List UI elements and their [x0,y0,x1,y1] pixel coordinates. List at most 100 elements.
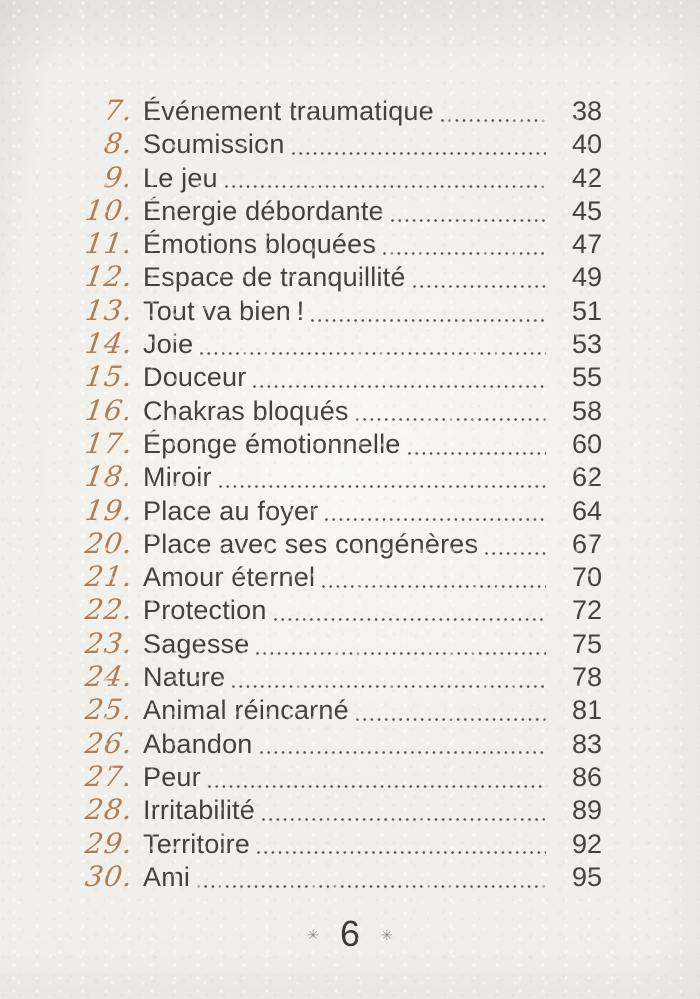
toc-entry-page: 40 [571,129,602,160]
toc-entry-page: 67 [571,528,602,559]
toc-entry: 25. Animal réincarné 81 [83,693,602,727]
toc-entry: 9. Le jeu 42 [85,161,602,194]
toc-entry: 12. Espace de tranquillité 49 [83,260,602,294]
toc-entry-page: 60 [571,428,602,459]
dot-leader [407,451,546,455]
toc-entry-title: Sagesse [143,628,250,659]
toc-entry-page: 42 [571,162,602,193]
dot-leader [253,385,546,389]
dot-leader [256,651,546,655]
toc-entry: 19. Place au foyer 64 [83,493,602,527]
toc-entry-page: 72 [571,595,602,626]
toc-entry-page: 75 [571,628,602,659]
toc-entry: 14. Joie 53 [83,327,602,361]
toc-entry: 30. Ami 95 [83,859,602,893]
toc-entry-title: Énergie débordante [143,195,384,226]
toc-entry: 27. Peur 86 [83,759,602,793]
toc-entry-number: 22. [83,593,136,627]
dot-leader [412,285,546,289]
toc-entry-page: 92 [571,828,602,859]
dot-leader [383,251,546,255]
toc-entry-number: 26. [83,726,136,760]
dot-leader [311,318,546,322]
toc-entry-page: 83 [571,728,602,759]
toc-entry-title: Espace de tranquillité [143,262,406,293]
toc-entry: 15. Douceur 55 [83,360,602,393]
toc-entry-title: Place avec ses congénères [143,528,479,559]
toc-entry-number: 27. [83,759,136,793]
toc-entry: 11. Émotions bloquées 47 [83,227,602,261]
toc-entry-title: Miroir [143,462,212,493]
toc-entry: 23. Sagesse 75 [83,627,602,660]
toc-entry-title: Abandon [143,728,253,759]
dot-leader [218,485,546,489]
toc-entry: 16. Chakras bloqués 58 [83,393,602,427]
toc-entry-title: Éponge émotionnelle [143,428,401,459]
toc-entry-page: 47 [571,229,602,260]
toc-entry-number: 12. [83,260,136,294]
toc-entry-page: 95 [571,861,602,892]
toc-entry: 28. Irritabilité 89 [83,793,602,827]
toc-entry-number: 13. [83,293,136,327]
toc-entry-page: 55 [571,362,602,393]
toc-entry: 8. Soumission 40 [85,127,602,160]
toc-entry-page: 53 [571,329,602,360]
dot-leader [200,351,546,355]
dot-leader [273,618,546,622]
dot-leader [259,751,546,755]
toc-entry-title: Douceur [143,362,247,393]
toc-entry-number: 21. [83,560,136,594]
toc-entry-page: 86 [571,761,602,792]
toc-entry-title: Irritabilité [143,795,255,826]
toc-entry: 10. Énergie débordante 45 [83,193,602,227]
dot-leader [232,684,546,688]
toc-entry-title: Soumission [143,129,285,160]
toc-entry-title: Événement traumatique [143,96,434,126]
toc-entry: 21. Amour éternel 70 [83,560,602,594]
table-of-contents: 7. Événement traumatique 38 8. Soumissio… [83,94,602,893]
toc-entry: 20. Place avec ses congénères 67 [83,527,602,560]
dot-leader [197,884,546,888]
toc-entry-number: 11. [83,227,136,261]
toc-entry-title: Ami [143,861,191,892]
dot-leader [390,218,546,222]
toc-entry-title: Joie [143,329,194,360]
dot-leader [325,518,546,522]
toc-entry: 29. Territoire 92 [83,827,602,860]
dot-leader [322,584,546,588]
dot-leader [291,152,546,156]
toc-entry-number: 16. [83,393,136,427]
toc-entry-page: 49 [571,262,602,293]
toc-entry-number: 7. [101,94,136,127]
dot-leader [261,818,546,822]
toc-entry-number: 19. [83,493,136,527]
toc-entry-title: Peur [143,761,201,792]
toc-entry-page: 62 [571,462,602,493]
toc-entry-page: 64 [571,495,602,526]
toc-entry-title: Le jeu [143,162,218,193]
toc-entry-page: 81 [571,695,602,726]
toc-entry-number: 18. [83,460,136,494]
toc-entry-number: 30. [83,859,136,893]
toc-entry-page: 70 [571,562,602,593]
dot-leader [485,551,546,555]
dot-leader [224,185,546,189]
toc-entry-page: 38 [571,96,602,126]
dot-leader [355,418,546,422]
dot-leader [207,784,546,788]
toc-entry-number: 25. [83,693,136,727]
dot-leader [355,718,546,722]
toc-entry: 17. Éponge émotionnelle 60 [83,426,602,460]
toc-entry: 7. Événement traumatique 38 [85,94,602,127]
toc-entry-number: 17. [83,426,136,460]
toc-entry-number: 10. [83,193,136,227]
toc-entry-page: 78 [571,662,602,693]
toc-entry-title: Place au foyer [143,495,319,526]
toc-entry-title: Émotions bloquées [143,229,377,260]
toc-entry-number: 14. [83,327,136,361]
toc-entry-page: 51 [571,295,602,326]
toc-entry-page: 58 [571,395,602,426]
toc-entry-number: 28. [83,793,136,827]
toc-entry-page: 89 [571,795,602,826]
toc-entry-number: 9. [101,160,136,194]
